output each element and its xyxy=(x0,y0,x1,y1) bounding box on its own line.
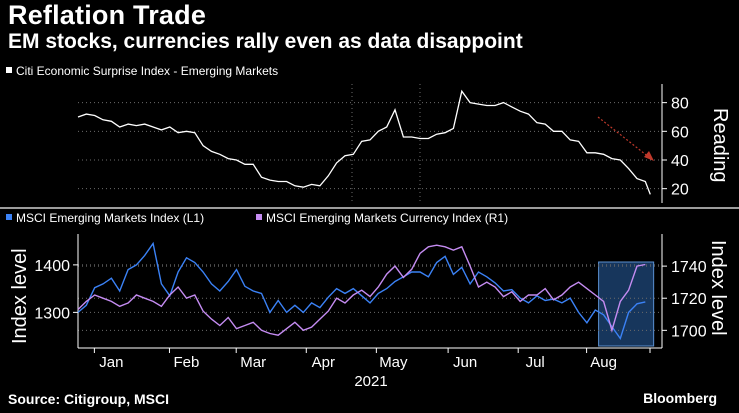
bottom-ytick-label-right-1720: 1720 xyxy=(671,291,707,308)
top-ylabel: Reading xyxy=(709,108,731,183)
series-line-msci-currency xyxy=(77,244,646,336)
legend-label-msci-currency: MSCI Emerging Markets Currency Index (R1… xyxy=(266,211,508,225)
x-year-label: 2021 xyxy=(354,373,387,390)
bottom-ytick-label-left-1400: 1400 xyxy=(34,258,70,275)
xtick-label-feb: Feb xyxy=(174,354,200,371)
legend-swatch-msci-index xyxy=(6,214,12,220)
bottom-ytick-label-right-1740: 1740 xyxy=(671,259,707,276)
legend-label-surprise: Citi Economic Surprise Index - Emerging … xyxy=(16,64,278,78)
trend-arrow-shaft xyxy=(597,116,651,159)
xtick-label-jul: Jul xyxy=(526,354,545,371)
chart-title: Reflation Trade xyxy=(8,0,207,30)
legend-swatch-surprise xyxy=(6,67,12,73)
series-line-msci-index xyxy=(77,241,646,341)
xtick-label-jan: Jan xyxy=(99,354,123,371)
top-ytick-label-60: 60 xyxy=(671,124,689,141)
legend-label-msci-index: MSCI Emerging Markets Index (L1) xyxy=(16,211,204,225)
bottom-ytick-label-left-1300: 1300 xyxy=(34,305,70,322)
xtick-label-mar: Mar xyxy=(240,354,266,371)
top-ytick-label-40: 40 xyxy=(671,153,689,170)
xtick-label-may: May xyxy=(379,354,408,371)
xtick-label-jun: Jun xyxy=(453,354,477,371)
legend-swatch-msci-currency xyxy=(256,214,262,220)
top-ytick-label-80: 80 xyxy=(671,96,689,113)
chart-subtitle: EM stocks, currencies rally even as data… xyxy=(8,30,523,53)
highlight-box-august xyxy=(598,261,655,347)
bottom-ytick-label-right-1700: 1700 xyxy=(671,323,707,340)
brand-logo: Bloomberg xyxy=(643,390,717,406)
source-note: Source: Citigroup, MSCI xyxy=(8,391,169,407)
bottom-ylabel-right: Index level xyxy=(707,240,729,336)
trend-arrow-head xyxy=(644,151,654,161)
top-ytick-label-20: 20 xyxy=(671,182,689,199)
series-line-surprise xyxy=(77,89,651,195)
xtick-label-aug: Aug xyxy=(590,354,617,371)
xtick-label-apr: Apr xyxy=(312,354,335,371)
bottom-ylabel-left: Index level xyxy=(9,248,31,344)
